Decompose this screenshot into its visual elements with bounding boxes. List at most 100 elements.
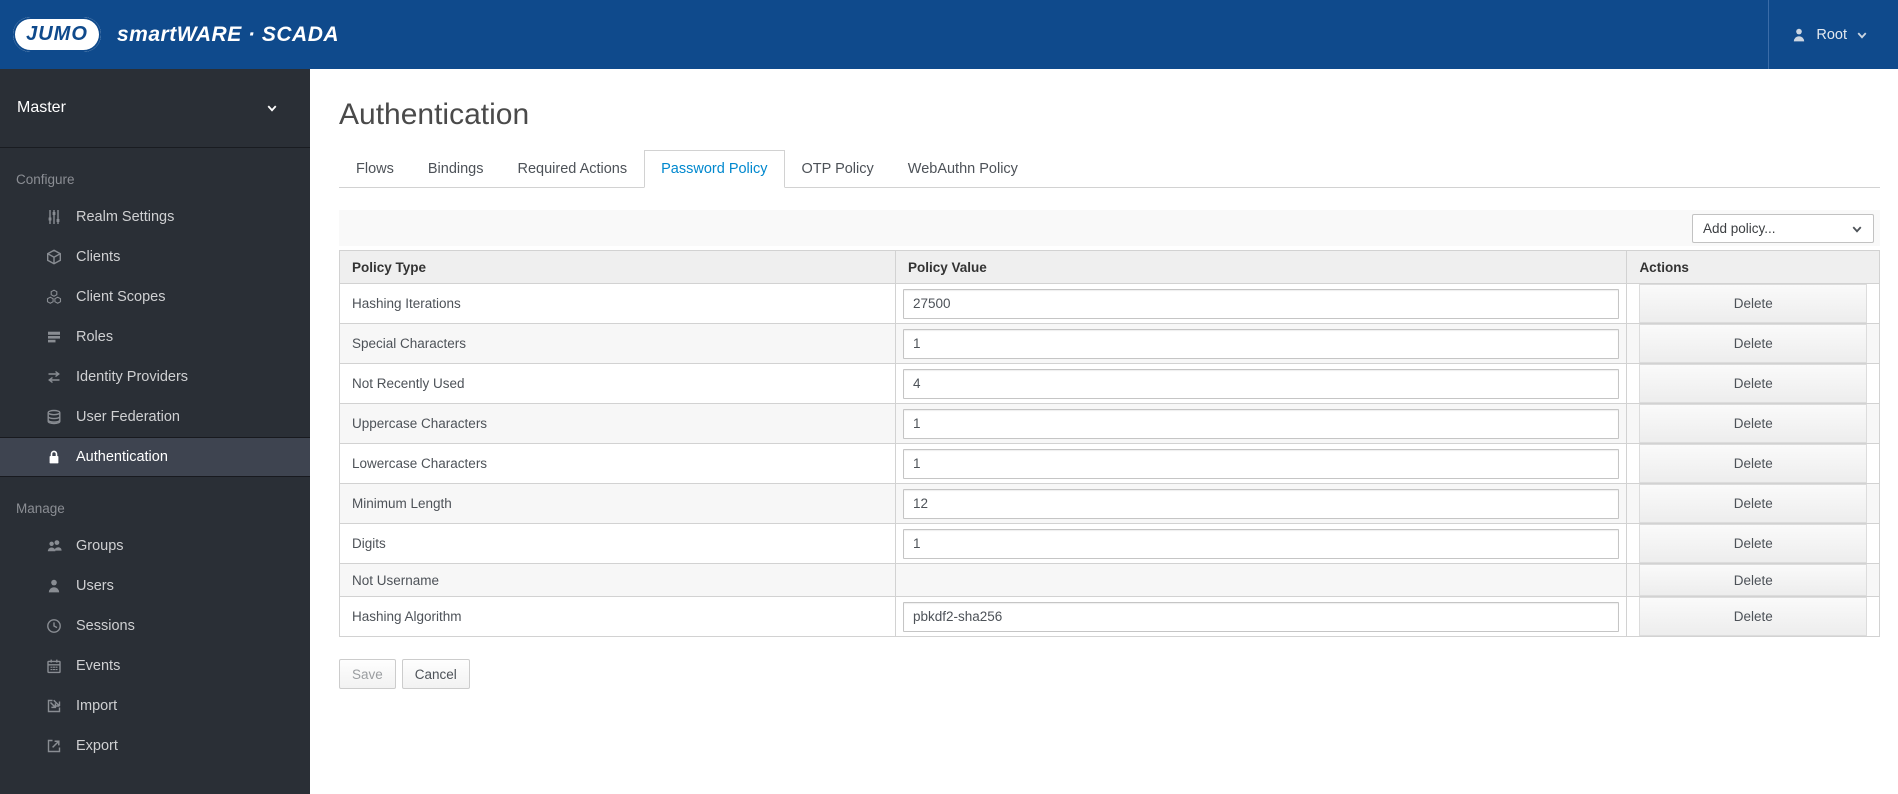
policy-type-cell: Digits [339, 523, 896, 564]
policy-value-input[interactable] [902, 368, 1620, 399]
policy-type-cell: Uppercase Characters [339, 403, 896, 444]
table-row: Special Characters Delete [339, 323, 1880, 364]
export-icon [45, 738, 62, 754]
delete-button[interactable]: Delete [1639, 484, 1867, 523]
sidebar-item-realm-settings[interactable]: Realm Settings [0, 197, 310, 237]
save-button[interactable]: Save [339, 659, 396, 689]
realm-name: Master [17, 99, 66, 116]
tab-flows[interactable]: Flows [356, 161, 394, 177]
delete-button[interactable]: Delete [1639, 404, 1867, 443]
sidebar-item-label: Roles [76, 329, 114, 345]
sidebar-item-label: Import [76, 698, 118, 714]
delete-button[interactable]: Delete [1639, 564, 1867, 596]
policy-value-cell [894, 443, 1628, 484]
sidebar-item-clients[interactable]: Clients [0, 237, 310, 277]
sidebar-item-authentication[interactable]: Authentication [0, 437, 310, 477]
policy-type-cell: Hashing Algorithm [339, 596, 896, 637]
policy-value-input[interactable] [902, 408, 1620, 439]
brand: JUMO smartWARE · SCADA [0, 17, 339, 52]
cancel-button[interactable]: Cancel [401, 659, 470, 689]
policy-value-cell [894, 403, 1628, 444]
sidebar-item-label: Sessions [76, 618, 135, 634]
page-title: Authentication [339, 98, 530, 131]
actions-cell: Delete [1626, 403, 1880, 444]
user-icon [45, 578, 62, 594]
delete-button[interactable]: Delete [1639, 324, 1867, 363]
chevron-down-icon [1851, 223, 1863, 235]
policy-type-cell: Lowercase Characters [339, 443, 896, 484]
sidebar-item-label: Identity Providers [76, 369, 189, 385]
lock-icon [45, 449, 62, 465]
user-menu[interactable]: Root [1768, 0, 1898, 69]
sidebar-item-label: Client Scopes [76, 289, 166, 305]
policy-value-input[interactable] [902, 288, 1620, 319]
table-header-row: Policy Type Policy Value Actions [339, 250, 1880, 284]
list-icon [45, 329, 62, 345]
table-row: Lowercase Characters Delete [339, 443, 1880, 484]
sidebar-item-label: Users [76, 578, 114, 594]
delete-button[interactable]: Delete [1639, 444, 1867, 483]
calendar-icon [45, 658, 62, 674]
realm-selector[interactable]: Master [0, 69, 310, 148]
policy-value-cell [894, 323, 1628, 364]
actions-cell: Delete [1626, 523, 1880, 564]
sidebar-item-user-federation[interactable]: User Federation [0, 397, 310, 437]
actions-cell: Delete [1626, 443, 1880, 484]
sidebar-item-roles[interactable]: Roles [0, 317, 310, 357]
column-header-policy-type: Policy Type [339, 250, 896, 284]
policy-value-input[interactable] [902, 528, 1620, 559]
jumo-logo: JUMO [13, 17, 101, 52]
policy-value-input[interactable] [902, 488, 1620, 519]
add-policy-select[interactable]: Add policy... [1692, 214, 1874, 243]
sidebar-item-groups[interactable]: Groups [0, 526, 310, 566]
add-policy-label: Add policy... [1703, 221, 1776, 236]
tab-password-policy[interactable]: Password Policy [644, 150, 785, 188]
database-icon [45, 409, 62, 425]
sidebar-item-label: Clients [76, 249, 121, 265]
sidebar-item-client-scopes[interactable]: Client Scopes [0, 277, 310, 317]
sidebar-item-export[interactable]: Export [0, 726, 310, 766]
tab-webauthn-policy[interactable]: WebAuthn Policy [907, 161, 1018, 177]
delete-button[interactable]: Delete [1639, 524, 1867, 563]
policy-value-cell [894, 283, 1628, 324]
sidebar-item-events[interactable]: Events [0, 646, 310, 686]
sidebar-item-users[interactable]: Users [0, 566, 310, 606]
sidebar-section-label: Configure [16, 172, 75, 187]
delete-button[interactable]: Delete [1639, 364, 1867, 403]
table-row: Uppercase Characters Delete [339, 403, 1880, 444]
sidebar-item-label: Events [76, 658, 121, 674]
table-toolbar: Add policy... [339, 210, 1880, 246]
delete-button[interactable]: Delete [1639, 284, 1867, 323]
policy-value-cell [894, 483, 1628, 524]
cubes-icon [45, 289, 62, 305]
tab-bindings[interactable]: Bindings [427, 161, 484, 177]
clock-icon [45, 618, 62, 634]
policy-type-cell: Not Username [339, 563, 896, 597]
sidebar-section-label: Manage [16, 501, 65, 516]
body-row: Master Configure Realm Settings Clients Cli… [0, 69, 1898, 794]
sidebar-item-sessions[interactable]: Sessions [0, 606, 310, 646]
table-row: Not Recently Used Delete [339, 363, 1880, 404]
cube-icon [45, 249, 62, 265]
tab-bar: Flows Bindings Required Actions Password Po… [339, 150, 1880, 188]
chevron-down-icon [1856, 29, 1868, 41]
actions-cell: Delete [1626, 563, 1880, 597]
sidebar-item-label: Export [76, 738, 118, 754]
column-header-policy-value: Policy Value [894, 250, 1628, 284]
policy-value-input[interactable] [902, 601, 1620, 632]
policy-value-input[interactable] [902, 448, 1620, 479]
delete-button[interactable]: Delete [1639, 597, 1867, 636]
policy-type-cell: Special Characters [339, 323, 896, 364]
actions-cell: Delete [1626, 483, 1880, 524]
tab-otp-policy[interactable]: OTP Policy [801, 161, 874, 177]
tab-required-actions[interactable]: Required Actions [517, 161, 628, 177]
sidebar-item-import[interactable]: Import [0, 686, 310, 726]
policy-value-input[interactable] [902, 328, 1620, 359]
policy-type-cell: Minimum Length [339, 483, 896, 524]
app-header: JUMO smartWARE · SCADA Root [0, 0, 1898, 69]
user-icon [1791, 27, 1807, 43]
sidebar-sections: Configure Realm Settings Clients Client Sco… [0, 148, 310, 766]
sidebar-item-label: Groups [76, 538, 124, 554]
sidebar-item-identity-providers[interactable]: Identity Providers [0, 357, 310, 397]
